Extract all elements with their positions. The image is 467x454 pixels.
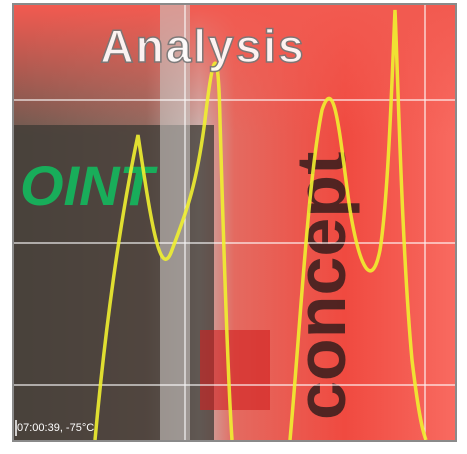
signal-line <box>93 9 428 440</box>
readout: 07:00:39, -75°C <box>17 422 94 434</box>
frame <box>12 3 457 442</box>
title: Analysis <box>100 20 305 72</box>
blurred-sign: OINT <box>20 154 159 217</box>
red-block <box>200 330 270 410</box>
